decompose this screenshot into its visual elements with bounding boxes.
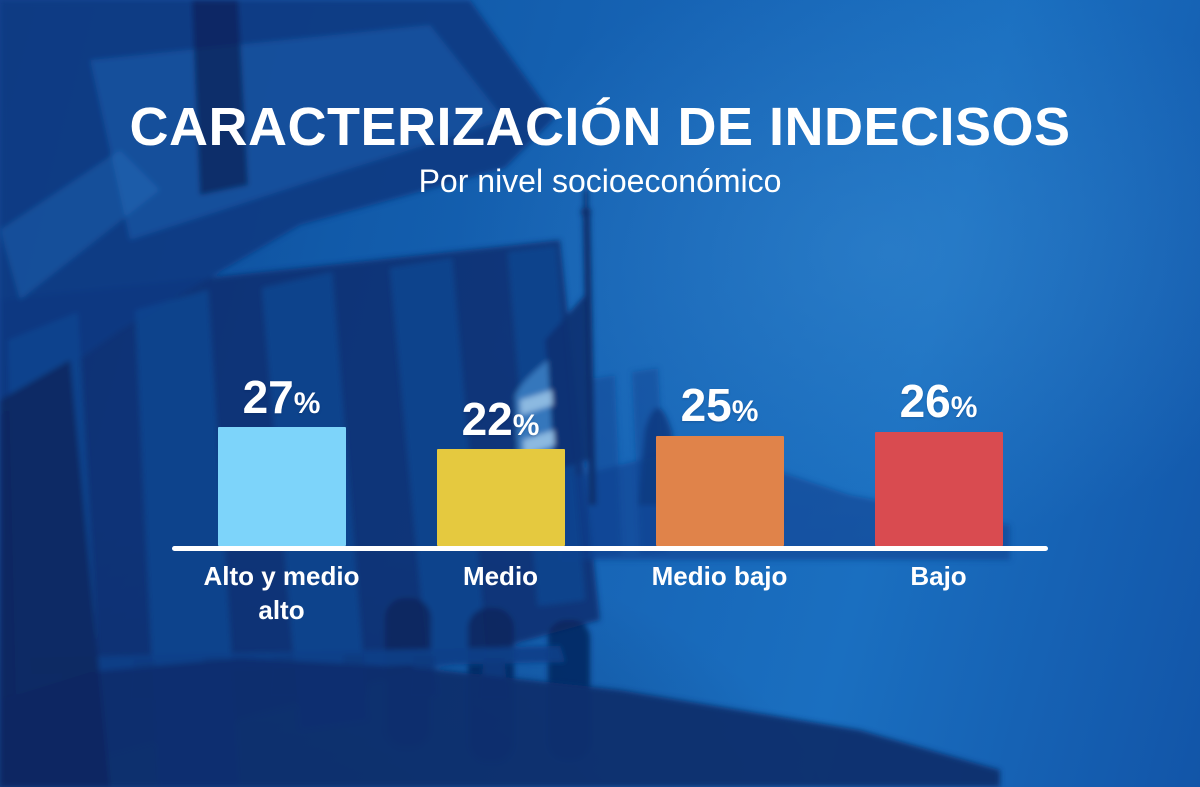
bar-chart: 27% 22% 25% 26% Alto y medio alto Medio Me… bbox=[172, 356, 1048, 628]
bar-value-unit: % bbox=[731, 395, 759, 429]
category-labels-row: Alto y medio alto Medio Medio bajo Bajo bbox=[172, 560, 1048, 628]
bar bbox=[874, 431, 1003, 546]
bar-value: 25 bbox=[680, 379, 732, 432]
bar-group: 27% bbox=[172, 374, 391, 546]
category-label: Bajo bbox=[910, 561, 967, 591]
bar-value: 27 bbox=[242, 370, 294, 423]
category-label: Medio bbox=[462, 561, 539, 591]
header: CARACTERIZACIÓN DE INDECISOS Por nivel s… bbox=[0, 96, 1200, 200]
category-label: Alto y medio alto bbox=[203, 561, 360, 625]
bar-value: 26 bbox=[899, 374, 951, 427]
chart-title: CARACTERIZACIÓN DE INDECISOS bbox=[129, 97, 1071, 157]
category-label: Medio bajo bbox=[651, 561, 788, 591]
bar-value: 22 bbox=[461, 392, 513, 445]
bar-group: 26% bbox=[829, 378, 1048, 546]
bar bbox=[436, 449, 565, 546]
bar-group: 22% bbox=[391, 396, 610, 546]
bar-value-unit: % bbox=[512, 408, 540, 442]
bar-value-label: 22% bbox=[462, 396, 540, 442]
bar-group: 25% bbox=[610, 382, 829, 546]
bar-value-label: 26% bbox=[900, 378, 978, 424]
bar-value-unit: % bbox=[950, 390, 978, 424]
bar-value-label: 25% bbox=[681, 382, 759, 429]
bar bbox=[655, 436, 784, 546]
bar-value-label: 27% bbox=[243, 374, 321, 420]
x-axis-line bbox=[172, 546, 1048, 551]
bars-area: 27% 22% 25% 26% bbox=[172, 356, 1048, 546]
chart-subtitle: Por nivel socioeconómico bbox=[418, 163, 782, 200]
bar bbox=[217, 427, 346, 546]
bar-value-unit: % bbox=[293, 386, 321, 420]
